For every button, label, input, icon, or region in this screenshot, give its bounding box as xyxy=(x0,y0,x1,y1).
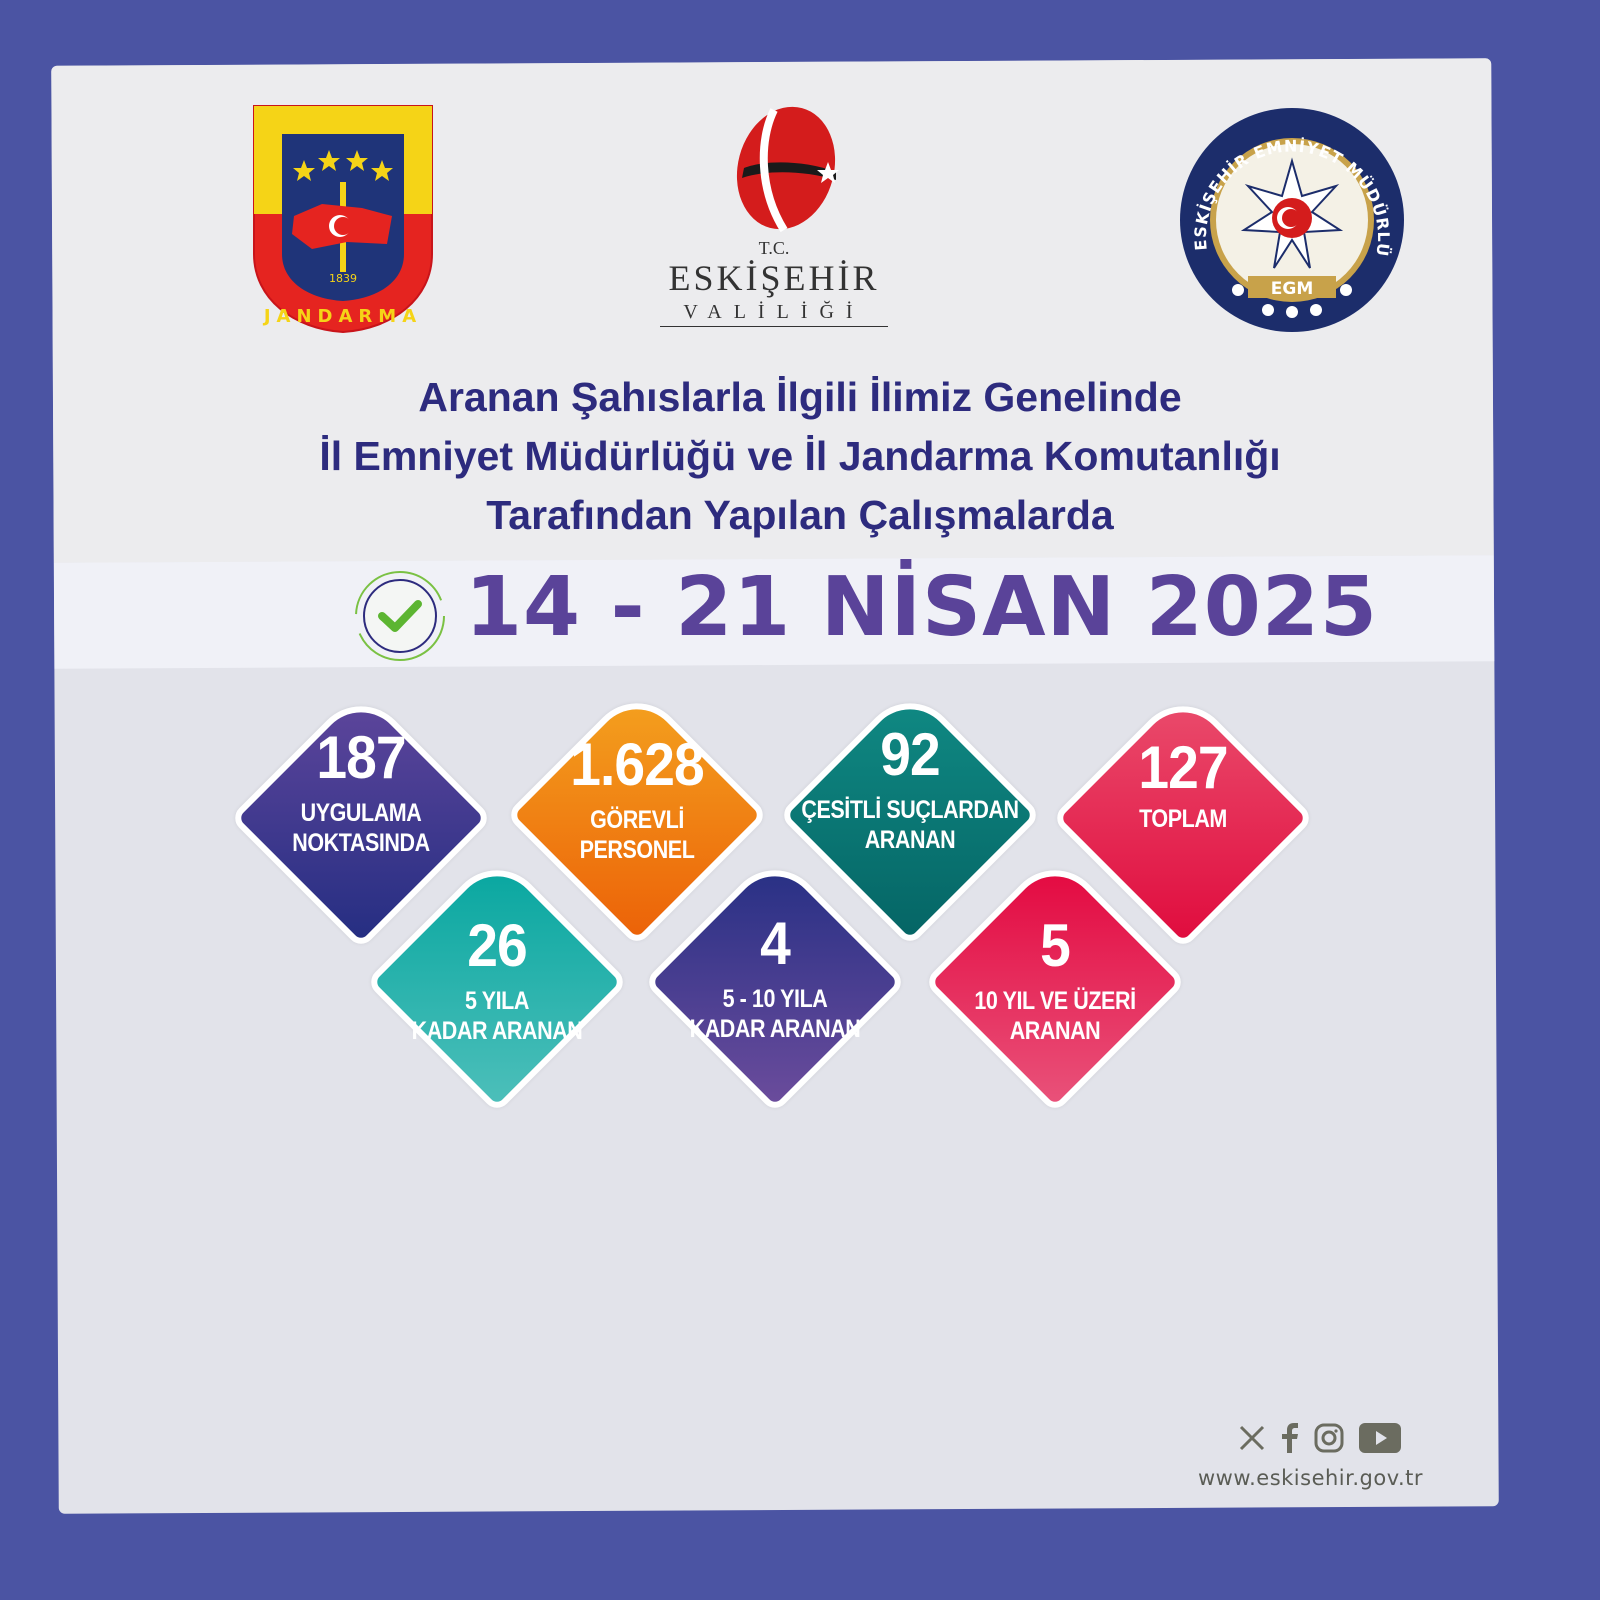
date-range: 14 - 21 NİSAN 2025 xyxy=(465,560,1378,655)
stat-value: 26 xyxy=(467,912,527,979)
stat-text: 127 TOPLAM xyxy=(1053,736,1313,834)
stat-label: 5 YILA xyxy=(465,987,529,1015)
stat-label: PERSONEL xyxy=(579,836,695,864)
valilik-logo-text: T.C. ESKİŞEHİR VALİLİĞİ xyxy=(650,238,898,327)
jandarma-logo: 1839 JANDARMA xyxy=(253,105,433,334)
stat-value: 1.628 xyxy=(570,731,704,798)
stat-label: KADAR ARANAN xyxy=(411,1017,583,1045)
youtube-icon[interactable] xyxy=(1358,1422,1402,1454)
stat-text: 92 ÇESİTLİ SUÇLARDAN ARANAN xyxy=(780,723,1040,855)
check-circle-icon xyxy=(355,571,445,661)
stat-label: TOPLAM xyxy=(1139,805,1227,833)
valilik-emblem-icon xyxy=(736,106,839,233)
facebook-icon[interactable] xyxy=(1280,1423,1300,1453)
stat-label: NOKTASINDA xyxy=(292,829,430,857)
stat-text: 26 5 YILA KADAR ARANAN xyxy=(367,914,627,1046)
stat-text: 5 10 YIL VE ÜZERİ ARANAN xyxy=(925,914,1185,1046)
x-icon[interactable] xyxy=(1238,1424,1266,1452)
stat-value: 127 xyxy=(1138,734,1228,801)
stat-text: 4 5 - 10 YILA KADAR ARANAN xyxy=(645,912,905,1044)
stat-value: 92 xyxy=(880,721,940,788)
svg-text:1839: 1839 xyxy=(329,272,357,285)
stat-value: 187 xyxy=(316,724,406,791)
page-title: Aranan Şahıslarla İlgili İlimiz Genelind… xyxy=(319,374,1281,538)
egm-logo: ESKİŞEHİR EMNİYET MÜDÜRLÜĞÜ EGM xyxy=(1178,106,1404,332)
stat-label: 10 YIL VE ÜZERİ xyxy=(974,987,1136,1015)
stat-label: ÇESİTLİ SUÇLARDAN xyxy=(801,796,1019,824)
instagram-icon[interactable] xyxy=(1314,1423,1344,1453)
svg-text:JANDARMA: JANDARMA xyxy=(262,306,422,327)
stat-label: GÖREVLİ xyxy=(590,806,684,834)
stat-label: ARANAN xyxy=(864,826,956,854)
stat-value: 5 xyxy=(1040,912,1071,979)
svg-text:EGM: EGM xyxy=(1271,279,1313,299)
social-links xyxy=(1238,1422,1402,1454)
stat-label: ARANAN xyxy=(1009,1017,1101,1045)
stat-text: 1.628 GÖREVLİ PERSONEL xyxy=(507,733,767,865)
stat-label: 5 - 10 YILA xyxy=(722,985,828,1013)
stat-label: KADAR ARANAN xyxy=(689,1015,861,1043)
stat-value: 4 xyxy=(760,910,791,977)
stat-text: 187 UYGULAMA NOKTASINDA xyxy=(231,726,491,858)
website-link[interactable]: www.eskisehir.gov.tr xyxy=(1198,1466,1424,1490)
stat-label: UYGULAMA xyxy=(300,799,422,827)
